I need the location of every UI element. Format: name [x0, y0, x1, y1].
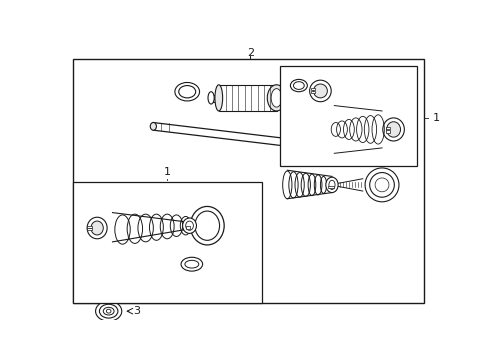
- Bar: [87, 226, 92, 228]
- Bar: [74, 59, 423, 303]
- Bar: [280, 66, 416, 166]
- Ellipse shape: [310, 80, 331, 102]
- Ellipse shape: [268, 85, 286, 111]
- Text: 1: 1: [164, 167, 171, 177]
- Ellipse shape: [175, 82, 199, 101]
- Bar: [87, 228, 92, 230]
- Ellipse shape: [326, 177, 338, 193]
- Ellipse shape: [106, 309, 111, 313]
- Ellipse shape: [103, 307, 114, 315]
- Ellipse shape: [185, 260, 199, 268]
- Ellipse shape: [329, 180, 335, 189]
- Ellipse shape: [375, 178, 389, 192]
- Ellipse shape: [271, 89, 282, 107]
- Ellipse shape: [150, 122, 156, 130]
- Bar: [311, 88, 315, 90]
- Ellipse shape: [387, 122, 400, 137]
- Bar: [74, 182, 262, 303]
- Ellipse shape: [87, 217, 107, 239]
- Ellipse shape: [181, 257, 203, 271]
- Ellipse shape: [91, 221, 103, 235]
- Ellipse shape: [179, 86, 196, 98]
- Ellipse shape: [186, 221, 194, 230]
- Ellipse shape: [96, 301, 122, 321]
- Ellipse shape: [365, 168, 399, 202]
- Bar: [328, 186, 334, 188]
- Text: 3: 3: [133, 306, 140, 316]
- Ellipse shape: [215, 85, 222, 111]
- Ellipse shape: [190, 206, 224, 245]
- Ellipse shape: [343, 145, 349, 153]
- Ellipse shape: [99, 304, 118, 318]
- Ellipse shape: [370, 172, 394, 197]
- Text: – 1: – 1: [424, 113, 441, 123]
- Ellipse shape: [383, 118, 404, 141]
- Ellipse shape: [183, 218, 196, 233]
- Ellipse shape: [294, 82, 304, 89]
- Text: 2: 2: [247, 48, 254, 58]
- Bar: [386, 127, 390, 130]
- Bar: [219, 85, 276, 111]
- Bar: [186, 226, 190, 229]
- Ellipse shape: [208, 92, 214, 104]
- Bar: [386, 130, 390, 132]
- Ellipse shape: [291, 80, 307, 92]
- Ellipse shape: [195, 211, 220, 240]
- Bar: [311, 91, 315, 93]
- Ellipse shape: [314, 84, 327, 98]
